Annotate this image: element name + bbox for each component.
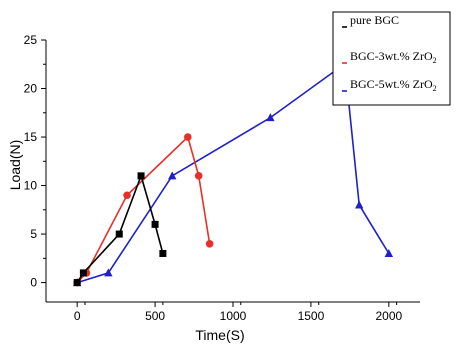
data-point [79,269,87,277]
x-tick-label: 500 [145,309,165,323]
legend-label: BGC-3wt.% ZrO2 [350,49,437,65]
data-point [194,172,203,180]
series-2 [73,133,214,287]
y-tick-label: 5 [30,227,37,241]
y-tick-label: 20 [24,82,38,96]
data-point [137,172,145,180]
legend-box [332,11,451,106]
data-point [168,171,177,180]
y-tick-label: 10 [24,179,38,193]
series-1 [73,172,167,287]
series-line [76,135,211,284]
y-axis-title: Load(N) [7,140,23,191]
legend: pure BGC BGC-3wt.% ZrO2 BGC-5wt.% ZrO2 [332,11,451,106]
legend-label: BGC-5wt.% ZrO2 [350,77,437,93]
x-tick-label: 1000 [220,309,247,323]
series-line [76,67,390,284]
y-tick-label: 15 [24,130,38,144]
axis-ticks: 0 500 1000 1500 2000 0 5 10 15 20 25 [24,33,403,323]
data-point [73,279,81,287]
data-point [123,191,131,200]
data-point [104,268,113,277]
data-point [384,248,394,257]
data-point [266,113,275,122]
data-point [151,220,159,228]
series-line [76,173,164,284]
y-tick-label: 25 [24,33,38,47]
data-point [355,200,364,209]
data-point [205,239,214,248]
x-tick-label: 0 [74,309,81,323]
legend-label: pure BGC [350,13,399,27]
x-tick-label: 2000 [375,309,402,323]
y-tick-label: 0 [30,276,37,290]
x-axis-title: Time(S) [195,327,244,343]
data-point [159,249,167,257]
x-tick-label: 1500 [298,309,325,323]
series-layer [72,64,394,287]
data-point [184,133,192,141]
data-point [115,230,123,238]
